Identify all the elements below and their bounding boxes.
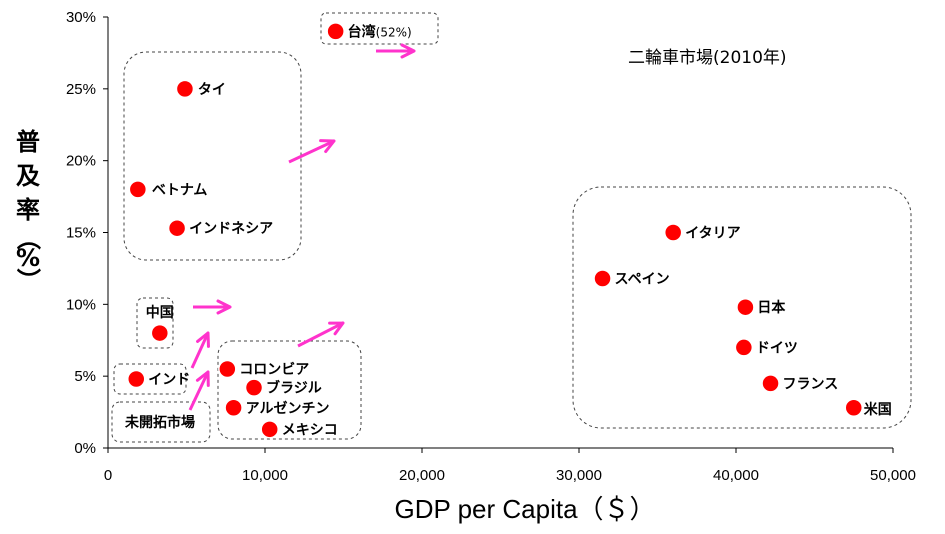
data-point [224,398,243,418]
y-tick-label: 15% [66,225,96,242]
group-box-india [113,363,187,395]
y-axis-label-char: 普 [16,128,40,156]
point-label: 日本 [757,299,786,316]
y-axis-label: 普及率（%） [14,128,42,292]
point-label: コロンビア [239,362,309,378]
y-axis-label-char: 率 [16,196,40,224]
y-axis-label-char: 及 [16,162,40,190]
group-label-untapped: 未開拓市場 [125,414,195,431]
x-tick-label: 50,000 [870,467,916,484]
data-points [127,22,863,439]
point-label: ベトナム [152,182,208,198]
y-axis-label-char: ） [14,268,42,292]
point-label: ドイツ [756,340,798,356]
data-point [663,223,683,242]
point-label: イタリア [685,226,740,242]
group-boxes [111,12,912,443]
arrow-taiwan [376,43,416,59]
data-point [128,180,148,199]
chart-title: 二輪車市場(2010年) [628,48,787,68]
y-axis-label-char: （ [14,226,42,250]
point-label: ブラジル [266,380,322,397]
data-point [734,338,754,357]
axes [103,16,894,453]
data-point [167,218,187,238]
point-label: 中国 [146,304,174,321]
point-label: スペイン [615,271,670,287]
group-box-asean [123,51,302,261]
data-point [127,369,146,389]
y-tick-label: 20% [66,153,96,170]
data-point [761,374,780,393]
point-label: インド [148,372,190,388]
point-label: フランス [783,376,839,392]
y-axis-label-char: % [16,244,40,272]
arrow-india [190,331,210,369]
data-point [593,269,612,288]
x-axis-label: GDP per Capita（＄） [394,494,655,524]
y-tick-label: 30% [66,9,96,26]
point-label: アルゼンチン [246,400,330,417]
point-label: 台湾(52%) [348,23,412,40]
data-point [844,398,863,418]
point-label: 米国 [864,401,892,418]
x-tick-label: 20,000 [399,467,445,484]
arrow-latam [297,321,345,348]
data-point [218,359,237,379]
y-tick-label: 10% [66,296,96,313]
point-label: インドネシア [189,221,273,237]
data-point [326,22,345,41]
data-point [150,323,170,343]
data-point [175,79,195,99]
group-box-china [136,297,174,349]
x-tick-label: 0 [104,467,112,484]
x-tick-label: 40,000 [713,467,759,484]
arrow-asean [288,139,336,164]
y-tick-label: 25% [66,81,96,98]
arrow-untapped [188,370,210,411]
point-label: メキシコ [282,422,338,438]
y-tick-labels: 0% 5% 10% 15% 20% 25% 30% [66,9,96,457]
data-point [260,420,279,439]
data-point [736,297,755,317]
x-tick-label: 30,000 [556,467,602,484]
data-point [244,378,264,397]
trend-arrows [188,43,416,411]
y-tick-label: 0% [74,440,96,457]
group-box-developed [572,186,912,429]
x-tick-labels: 0 10,000 20,000 30,000 40,000 50,000 [104,467,916,484]
y-tick-label: 5% [74,368,96,385]
x-tick-label: 10,000 [242,467,288,484]
point-label: タイ [198,82,226,98]
arrow-china [193,299,232,315]
